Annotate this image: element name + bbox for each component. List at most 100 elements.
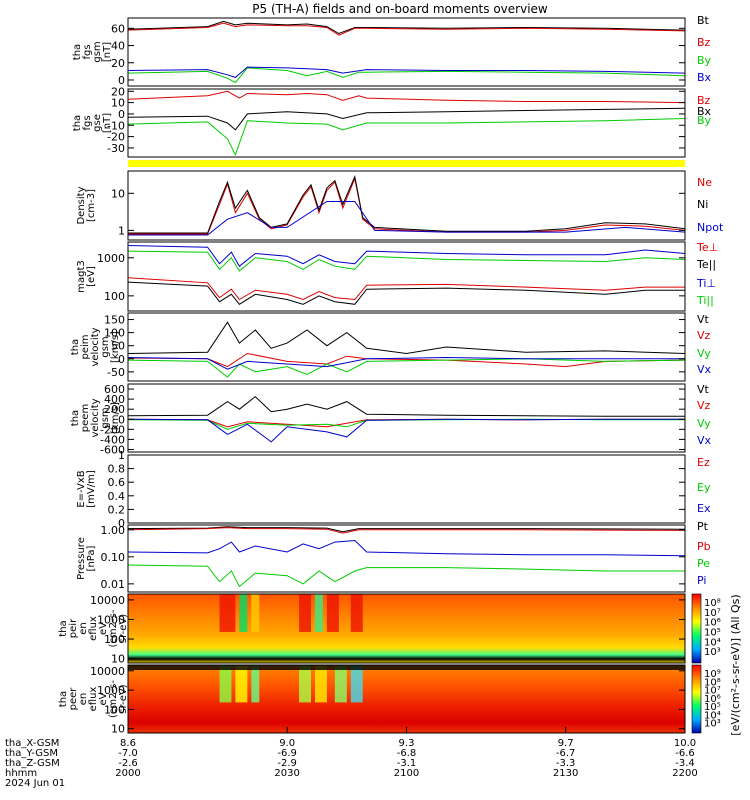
y-axis-label: tha xyxy=(72,44,83,60)
y-tick-label: 100 xyxy=(104,290,125,303)
legend-entry: Vt xyxy=(697,313,710,326)
series-line-fgs_gse-Bx xyxy=(128,107,685,131)
y-axis-label: tha xyxy=(70,410,81,426)
colorbar-tick-label: 10⁴ xyxy=(704,637,721,648)
series-line-pressure-Pb xyxy=(128,527,685,534)
y-tick-label: 0.2 xyxy=(108,503,126,516)
panel-frame xyxy=(127,88,686,158)
legend-entry: Te|| xyxy=(696,258,716,271)
series-line-temperature-Ti|| xyxy=(128,250,685,272)
colorbar-tick-label: 10⁵ xyxy=(704,628,721,639)
panel-frame xyxy=(127,17,686,87)
panel-frame xyxy=(127,524,686,593)
x-tick-label: 10.0 xyxy=(674,738,696,749)
legend-entry: By xyxy=(697,114,712,127)
series-line-fgs_gsm-Bz xyxy=(128,22,685,36)
legend-entry: Bx xyxy=(697,105,712,118)
legend-entry: Vt xyxy=(697,383,710,396)
x-tick-label: -6.7 xyxy=(556,748,576,759)
spectrogram-fill xyxy=(128,665,685,733)
y-tick-label: -50 xyxy=(107,366,125,379)
y-axis-label: sr-eV) xyxy=(118,684,129,713)
y-tick-label: 10 xyxy=(111,723,125,736)
y-tick-label: -200 xyxy=(100,423,125,436)
y-tick-label: 0 xyxy=(118,108,125,121)
spectrogram-band xyxy=(314,594,323,632)
y-axis-label: eV xyxy=(98,692,109,705)
x-tick-label: -3.1 xyxy=(397,758,417,769)
y-tick-label: 10 xyxy=(111,653,125,666)
series-line-fgs_gse-By xyxy=(128,118,685,156)
spectrogram-band xyxy=(350,665,363,703)
spectrogram-band xyxy=(334,665,347,703)
series-line-peim_velocity-Vt xyxy=(128,321,685,355)
y-axis-label: (cm2-s- xyxy=(108,680,119,718)
y-tick-label: 1000 xyxy=(97,613,125,626)
spectrogram-band xyxy=(299,665,312,703)
x-tick-label: 9.0 xyxy=(279,738,295,749)
legend-entry: Ez xyxy=(697,456,710,469)
series-line-pressure-Pe xyxy=(128,564,685,588)
y-axis-label: gse xyxy=(92,114,103,132)
y-axis-label: eV xyxy=(98,622,109,635)
series-line-density-Npot xyxy=(128,201,685,236)
colorbar-strip xyxy=(691,664,702,734)
y-tick-label: 100 xyxy=(104,703,125,716)
legend-entry: Ne xyxy=(697,176,712,189)
y-axis-label: peer xyxy=(68,687,79,711)
colorbar-tick-label: 10⁸ xyxy=(704,677,721,688)
y-axis-label: tha xyxy=(58,620,69,636)
y-axis-label: [eV] xyxy=(86,266,97,287)
legend-entry: Vy xyxy=(697,417,711,430)
legend-entry: Bx xyxy=(697,71,712,84)
y-axis-label: Pressure xyxy=(76,537,87,580)
x-tick-label: -2.9 xyxy=(277,758,297,769)
series-line-density-Ne xyxy=(128,176,685,235)
y-axis-label: E=-VxB xyxy=(76,470,87,507)
legend-entry: Npot xyxy=(697,221,724,234)
x-tick-label: 9.3 xyxy=(399,738,415,749)
spectrogram-band xyxy=(314,665,327,703)
spectrogram-band xyxy=(239,594,248,632)
panel-efield: 10.80.60.40.20 E=-VxB [mV/m] Ez Ey Ex xyxy=(76,449,711,530)
spectrogram-band xyxy=(299,594,312,632)
colorbar-tick-label: 10⁴ xyxy=(704,710,721,721)
x-tick-label: -7.0 xyxy=(118,748,138,759)
spectrogram-band xyxy=(326,594,339,632)
panel-fgs_gsm: 60 40 20 0 tha fgs gsm [nT] Bt Bz By Bx xyxy=(72,14,712,87)
y-tick-label: 10000 xyxy=(90,665,125,678)
y-axis-label: peem xyxy=(80,404,91,432)
series-line-temperature-Ti⊥ xyxy=(128,245,685,267)
y-axis-label: sr-eV) xyxy=(118,614,129,643)
panel-density: 10 1 Density [cm-3] Ne Ni Npot xyxy=(76,170,724,241)
colorbar-tick-label: 10⁷ xyxy=(704,686,721,697)
x-tick-label: 2030 xyxy=(274,768,299,779)
colorbar-tick-label: 10⁶ xyxy=(704,618,721,629)
legend-entry: Pt xyxy=(697,520,709,533)
legend-entry: Pi xyxy=(697,574,706,587)
series-line-fgs_gsm-Bx xyxy=(128,66,685,78)
y-axis-label: velocity xyxy=(90,327,101,366)
panel-frame xyxy=(127,241,686,312)
y-axis-label: tha xyxy=(70,339,81,355)
y-axis-label: eflux xyxy=(88,687,99,712)
y-tick-label: -20 xyxy=(107,131,125,144)
y-tick-label: 1.00 xyxy=(101,524,126,537)
y-axis-label: en xyxy=(78,693,89,706)
x-axis-row-label: hhmm xyxy=(5,768,37,779)
y-axis-label: [nPa] xyxy=(86,545,97,571)
legend-entry: Ti⊥ xyxy=(696,277,716,290)
y-axis-label: [km/s] xyxy=(110,331,121,363)
colorbar-strip xyxy=(691,593,702,664)
y-tick-label: 10 xyxy=(111,187,125,200)
y-tick-label: 150 xyxy=(104,314,125,327)
colorbar-label: [eV/(cm²-s-sr-eV)] (All Qs) xyxy=(729,594,742,735)
y-axis-label: en xyxy=(78,622,89,635)
legend-entry: Ti|| xyxy=(696,294,714,307)
x-tick-label: -2.6 xyxy=(118,758,138,769)
spectrogram-gap xyxy=(128,665,685,670)
y-axis-label: [km/s] xyxy=(110,402,121,434)
y-tick-label: 200 xyxy=(104,403,125,416)
series-line-peim_velocity-Vz xyxy=(128,352,685,368)
y-axis-label: tha xyxy=(72,115,83,131)
